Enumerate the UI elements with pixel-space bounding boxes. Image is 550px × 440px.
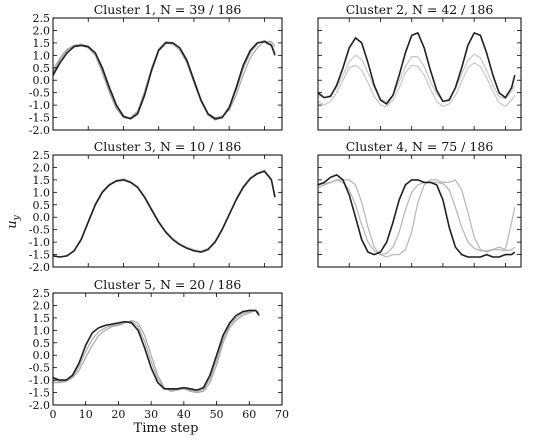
y-tick-label: 2.5 [33,149,51,162]
cluster-2-member-line-1 [318,62,516,108]
cluster-5-panel: Cluster 5, N = 20 / 186 2.52.01.51.00.50.… [29,277,289,421]
y-axis-label: uy [5,214,22,228]
y-tick-label: 1.0 [33,186,51,199]
y-tick-label: 0.5 [33,199,51,212]
x-tick-label: 0 [50,408,57,421]
cluster-1-title: Cluster 1, N = 39 / 186 [94,2,242,17]
y-tick-label: -0.5 [29,87,50,100]
x-tick-label: 20 [111,408,125,421]
y-tick-label: 0.0 [33,211,51,224]
y-tick-label: 0.0 [33,349,51,362]
x-tick-label: 60 [242,408,256,421]
y-tick-label: -1.5 [29,112,50,125]
cluster-3-frame [52,154,283,268]
x-tick-label: 40 [177,408,191,421]
cluster-5-title: Cluster 5, N = 20 / 186 [94,277,242,292]
cluster-2-member-line-2 [318,53,516,103]
cluster-3-member-line-1 [53,169,276,258]
cluster-5-frame [52,292,283,406]
cluster-4-title: Cluster 4, N = 75 / 186 [346,139,494,154]
y-tick-label: -2.0 [29,399,50,412]
cluster-panels: Cluster 1, N = 39 / 1862.52.01.51.00.50.… [29,2,522,421]
cluster-4-lines [318,174,516,258]
cluster-2-mean-line [318,32,516,105]
cluster-4-mean-line [318,174,516,258]
cluster-1-lines [53,39,276,121]
cluster-5-lines [53,309,260,394]
y-tick-label: 1.5 [33,37,51,50]
cluster-4-frame [317,154,522,268]
y-axis-label-subscript: y [12,214,22,221]
y-axis-label-main: u [5,220,20,228]
y-tick-label: -1.0 [29,236,50,249]
y-tick-label: 2.5 [33,12,51,25]
cluster-4-panel: Cluster 4, N = 75 / 186 [317,139,522,268]
cluster-3-panel: Cluster 3, N = 10 / 186 2.52.01.51.00.50.… [29,139,283,274]
x-tick-label: 70 [275,408,289,421]
y-tick-label: 2.0 [33,24,51,37]
y-tick-label: -0.5 [29,362,50,375]
cluster-4-member-line-2 [318,179,516,256]
y-tick-label: 2.5 [33,287,51,300]
cluster-3-title: Cluster 3, N = 10 / 186 [94,139,242,154]
x-tick-label: 50 [210,408,224,421]
y-tick-label: -1.0 [29,374,50,387]
y-tick-label: 0.5 [33,337,51,350]
cluster-1-panel: Cluster 1, N = 39 / 186 2.52.01.51.00.50.… [29,2,283,137]
x-axis-label: Time step [134,421,199,436]
cluster-1-mean-line [53,40,276,120]
y-tick-label: -1.0 [29,99,50,112]
x-tick-label: 10 [79,408,93,421]
y-tick-label: -1.5 [29,387,50,400]
y-tick-label: 2.0 [33,299,51,312]
cluster-1-frame [52,17,283,131]
y-tick-label: -1.5 [29,249,50,262]
y-tick-label: 1.0 [33,324,51,337]
cluster-1-member-line-1 [53,40,276,119]
y-tick-label: 0.5 [33,62,51,75]
y-tick-label: 1.5 [33,174,51,187]
y-tick-label: -2.0 [29,124,50,137]
y-tick-label: 2.0 [33,161,51,174]
cluster-2-lines [318,32,516,108]
y-tick-label: 1.0 [33,49,51,62]
y-tick-label: -2.0 [29,261,50,274]
x-tick-label: 30 [144,408,158,421]
cluster-3-lines [53,169,276,258]
cluster-3-mean-line [53,170,276,258]
cluster-2-title: Cluster 2, N = 42 / 186 [346,2,494,17]
cluster-2-panel: Cluster 2, N = 42 / 186 [317,2,522,131]
cluster-5-member-line-2 [53,309,260,392]
cluster-5-member-line-1 [53,309,260,394]
y-tick-label: 0.0 [33,74,51,87]
cluster-5-mean-line [53,309,260,391]
y-tick-label: -0.5 [29,224,50,237]
cluster-2-frame [317,17,522,131]
y-tick-label: 1.5 [33,312,51,325]
